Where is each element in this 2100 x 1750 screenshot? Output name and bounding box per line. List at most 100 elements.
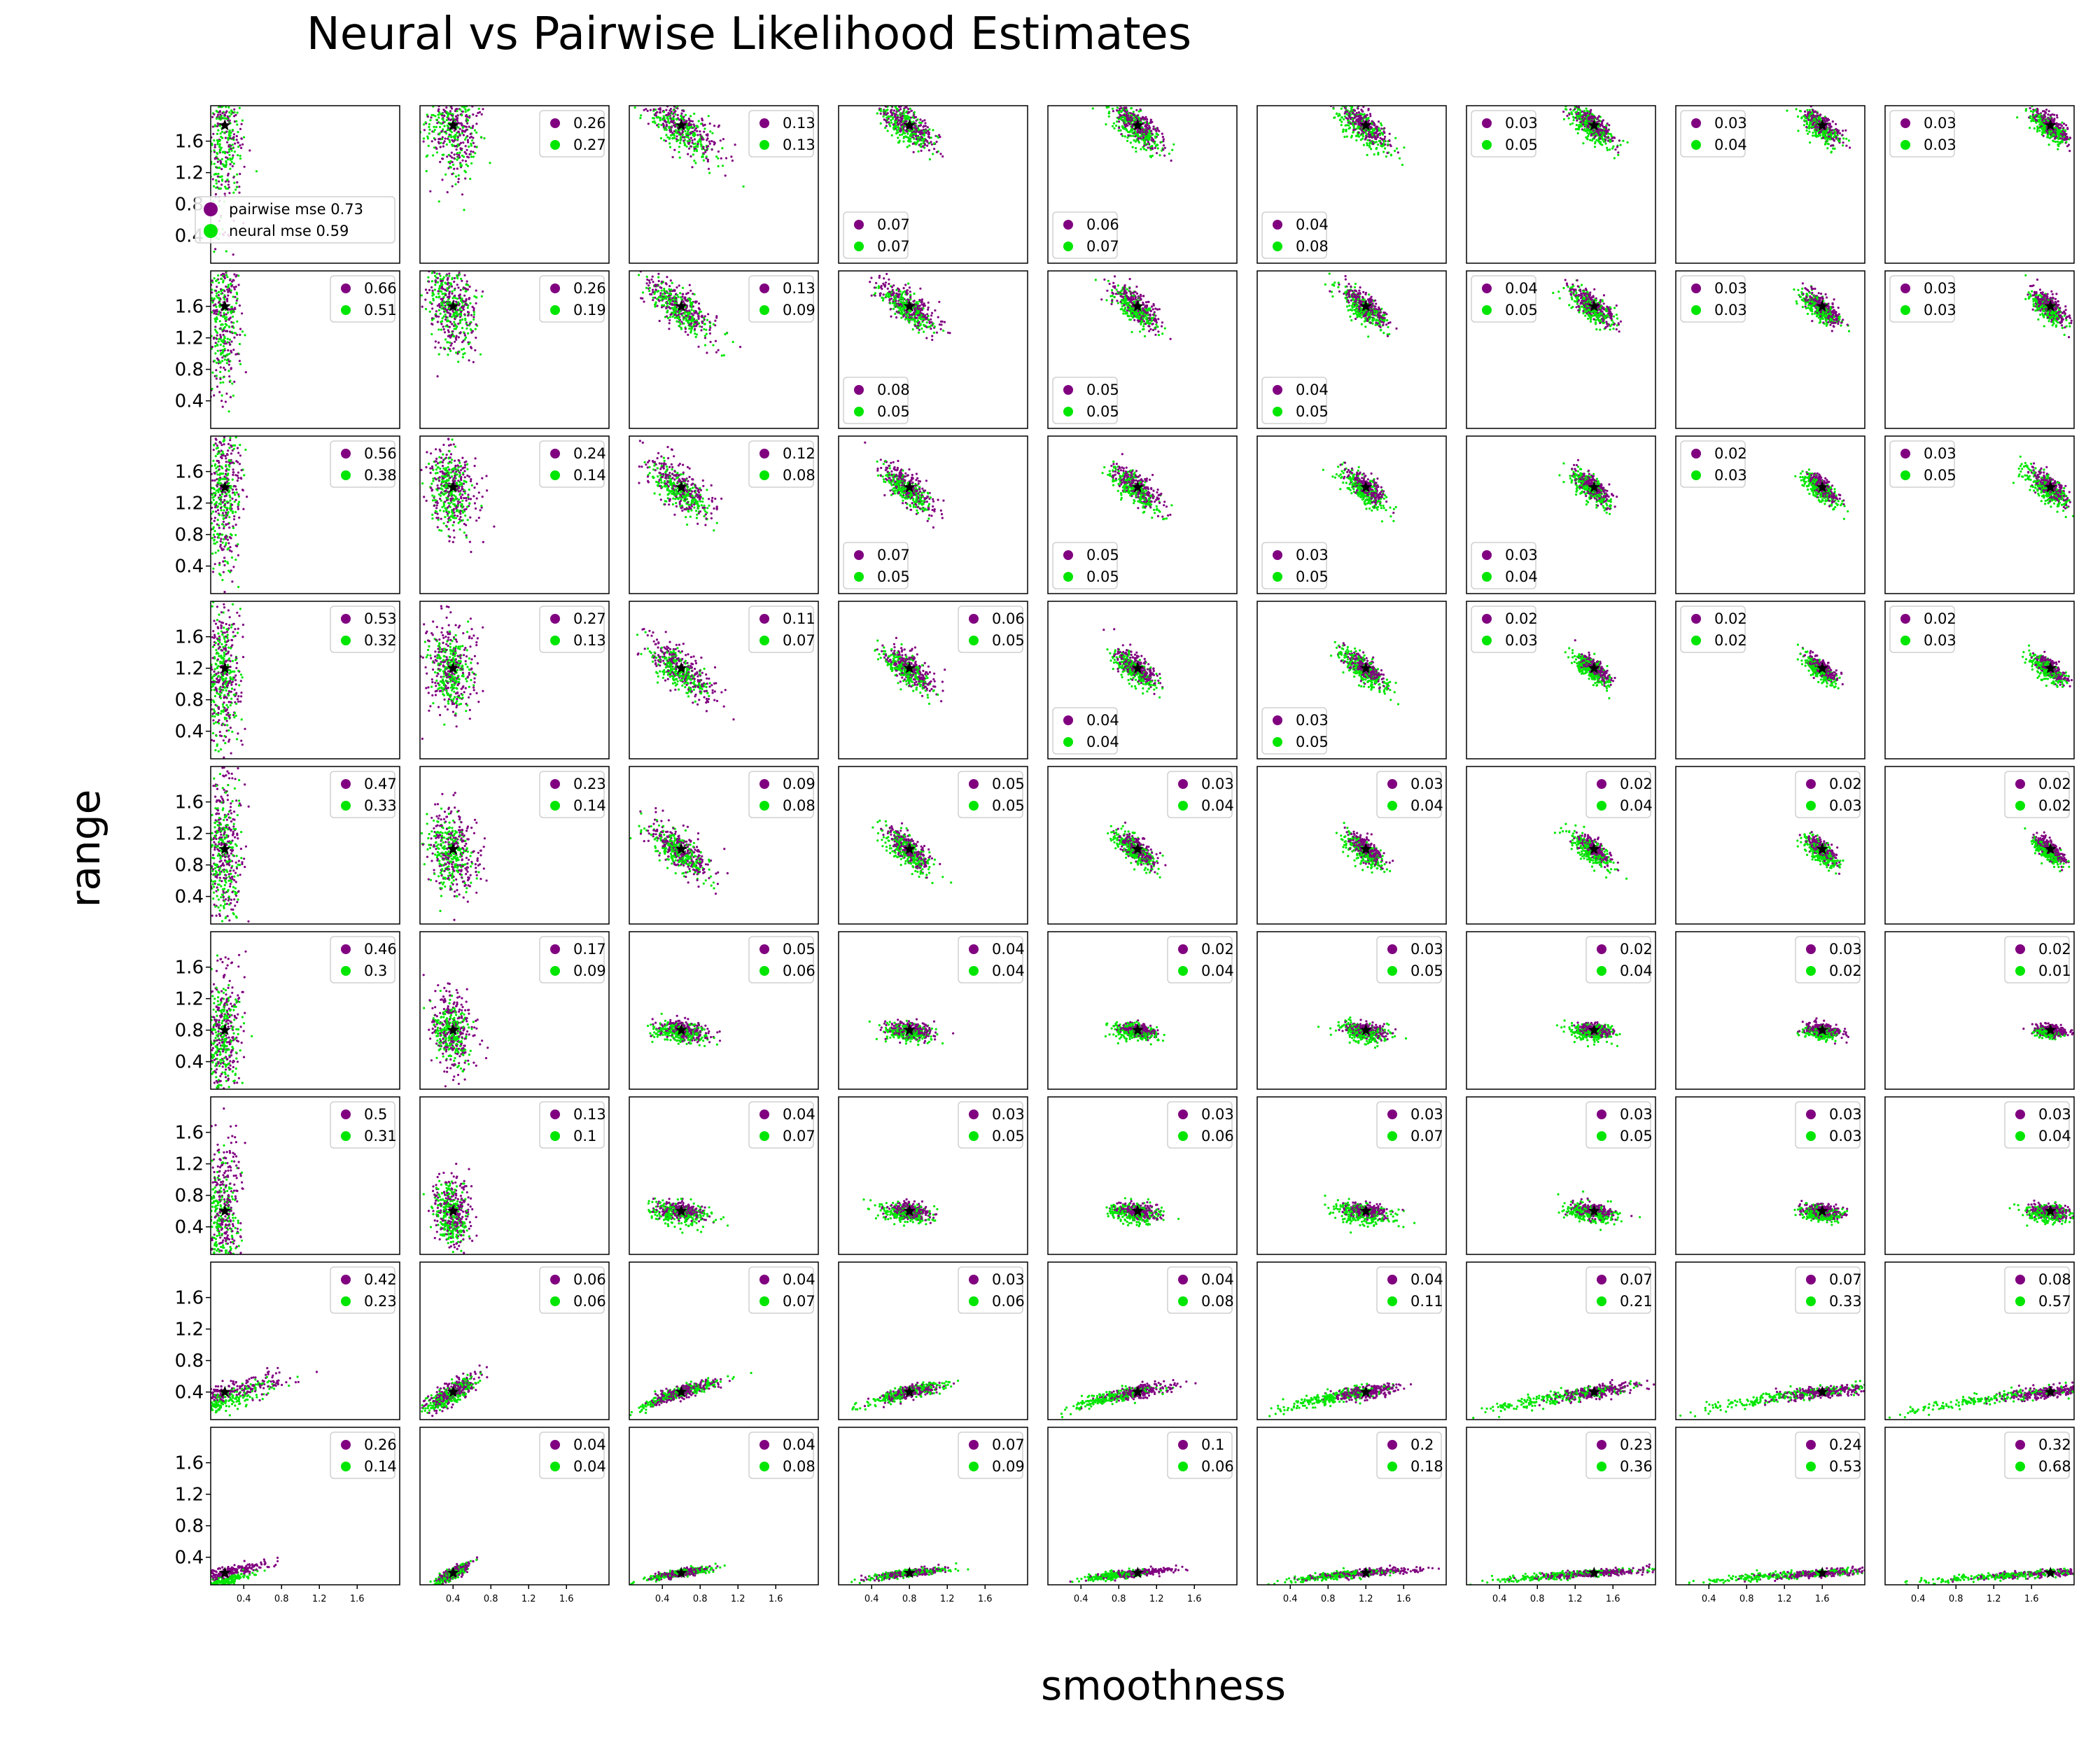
neural-estimate-point: [444, 338, 447, 341]
neural-estimate-point: [1124, 119, 1126, 122]
subplot-r1-c5: 0.060.07: [1047, 105, 1238, 264]
pairwise-estimate-point: [1136, 131, 1139, 134]
neural-estimate-point: [696, 146, 699, 148]
pairwise-estimate-point: [475, 122, 478, 125]
pairwise-estimate-point: [448, 293, 451, 295]
neural-estimate-point: [921, 139, 924, 142]
scatter-points: [1786, 106, 1851, 154]
neural-estimate-point: [445, 119, 449, 122]
pairwise-estimate-point: [1618, 139, 1620, 142]
neural-estimate-point: [1339, 118, 1342, 121]
pairwise-estimate-point: [239, 172, 241, 176]
neural-estimate-point: [1574, 106, 1576, 108]
pairwise-estimate-point: [1568, 113, 1571, 115]
neural-estimate-point: [220, 130, 224, 133]
pairwise-estimate-point: [2035, 119, 2038, 122]
pairwise-estimate-point: [687, 291, 690, 295]
pairwise-estimate-point: [913, 125, 916, 127]
pairwise-estimate-point: [470, 314, 473, 316]
pairwise-estimate-point: [227, 145, 230, 148]
plot-frame: [1884, 105, 2075, 264]
pairwise-estimate-point: [228, 375, 231, 378]
neural-estimate-point: [239, 155, 241, 158]
neural-estimate-point: [231, 129, 234, 132]
pairwise-estimate-point: [1147, 127, 1149, 130]
pairwise-estimate-point: [690, 155, 692, 158]
neural-estimate-point: [1815, 135, 1818, 138]
neural-estimate-point: [911, 116, 914, 119]
neural-estimate-point: [1140, 134, 1143, 137]
neural-estimate-point: [459, 164, 462, 167]
pairwise-estimate-point: [451, 160, 454, 164]
true-parameter-star: [218, 119, 231, 131]
pairwise-estimate-point: [1120, 133, 1123, 136]
pairwise-estimate-point: [1386, 151, 1389, 155]
legend-label-pairwise: pairwise mse 0.73: [229, 201, 363, 218]
neural-estimate-point: [886, 116, 888, 119]
pairwise-estimate-point: [1118, 127, 1121, 130]
pairwise-estimate-point: [453, 157, 456, 160]
neural-estimate-point: [2048, 132, 2051, 135]
neural-estimate-point: [671, 112, 673, 115]
neural-estimate-point: [920, 142, 923, 146]
pairwise-estimate-point: [446, 155, 449, 158]
pairwise-estimate-point: [682, 115, 685, 118]
pairwise-estimate-point: [434, 346, 437, 349]
pairwise-estimate-point: [215, 313, 218, 316]
legend-label-neural: 0.13: [783, 136, 816, 153]
pairwise-estimate-point: [223, 329, 225, 332]
pairwise-estimate-point: [468, 286, 471, 288]
pairwise-estimate-point: [1144, 130, 1147, 132]
neural-estimate-point: [448, 113, 451, 115]
legend: 0.030.03: [1889, 110, 1956, 158]
pairwise-estimate-point: [234, 295, 237, 298]
neural-estimate-point: [470, 142, 472, 145]
pairwise-estimate-point: [939, 153, 942, 155]
neural-estimate-point: [1807, 115, 1810, 118]
neural-estimate-point: [1626, 141, 1629, 144]
pairwise-estimate-point: [440, 279, 443, 282]
pairwise-estimate-point: [451, 173, 454, 176]
pairwise-estimate-point: [899, 124, 903, 127]
neural-estimate-point: [437, 293, 440, 295]
pairwise-estimate-point: [448, 133, 451, 136]
pairwise-estimate-point: [463, 150, 466, 153]
pairwise-estimate-point: [681, 136, 684, 139]
pairwise-estimate-point: [1589, 110, 1592, 113]
neural-estimate-point: [889, 125, 892, 127]
pairwise-estimate-point: [2062, 138, 2065, 141]
pairwise-estimate-point: [453, 276, 456, 279]
neural-estimate-point: [1348, 120, 1350, 122]
neural-estimate-point: [455, 351, 458, 354]
neural-estimate-point: [428, 128, 431, 131]
neural-estimate-point: [683, 312, 686, 315]
pairwise-estimate-point: [895, 113, 897, 115]
neural-estimate-point: [1380, 122, 1382, 125]
neural-estimate-point: [1387, 143, 1390, 146]
neural-estimate-point: [1824, 141, 1827, 144]
pairwise-estimate-point: [1118, 120, 1121, 123]
neural-estimate-point: [1337, 115, 1340, 118]
neural-estimate-point: [1380, 145, 1384, 148]
neural-estimate-point: [1368, 142, 1371, 145]
pairwise-estimate-point: [447, 335, 450, 337]
pairwise-estimate-point: [687, 153, 690, 155]
neural-estimate-point: [461, 298, 463, 300]
pairwise-estimate-point: [1112, 110, 1114, 113]
pairwise-estimate-point: [2056, 116, 2059, 119]
neural-estimate-point: [465, 163, 468, 166]
neural-estimate-point: [1602, 131, 1605, 134]
pairwise-estimate-point: [1599, 137, 1602, 140]
pairwise-estimate-point: [444, 109, 447, 113]
pairwise-estimate-point: [442, 142, 445, 145]
neural-estimate-point: [1140, 148, 1142, 150]
neural-estimate-point: [1366, 142, 1368, 145]
neural-estimate-point: [223, 347, 226, 351]
pairwise-estimate-point: [918, 131, 921, 134]
neural-estimate-point: [1160, 141, 1163, 144]
neural-estimate-point: [2058, 134, 2061, 136]
pairwise-estimate-point: [1375, 127, 1378, 130]
neural-estimate-point: [437, 113, 440, 116]
pairwise-estimate-point: [1377, 120, 1380, 123]
